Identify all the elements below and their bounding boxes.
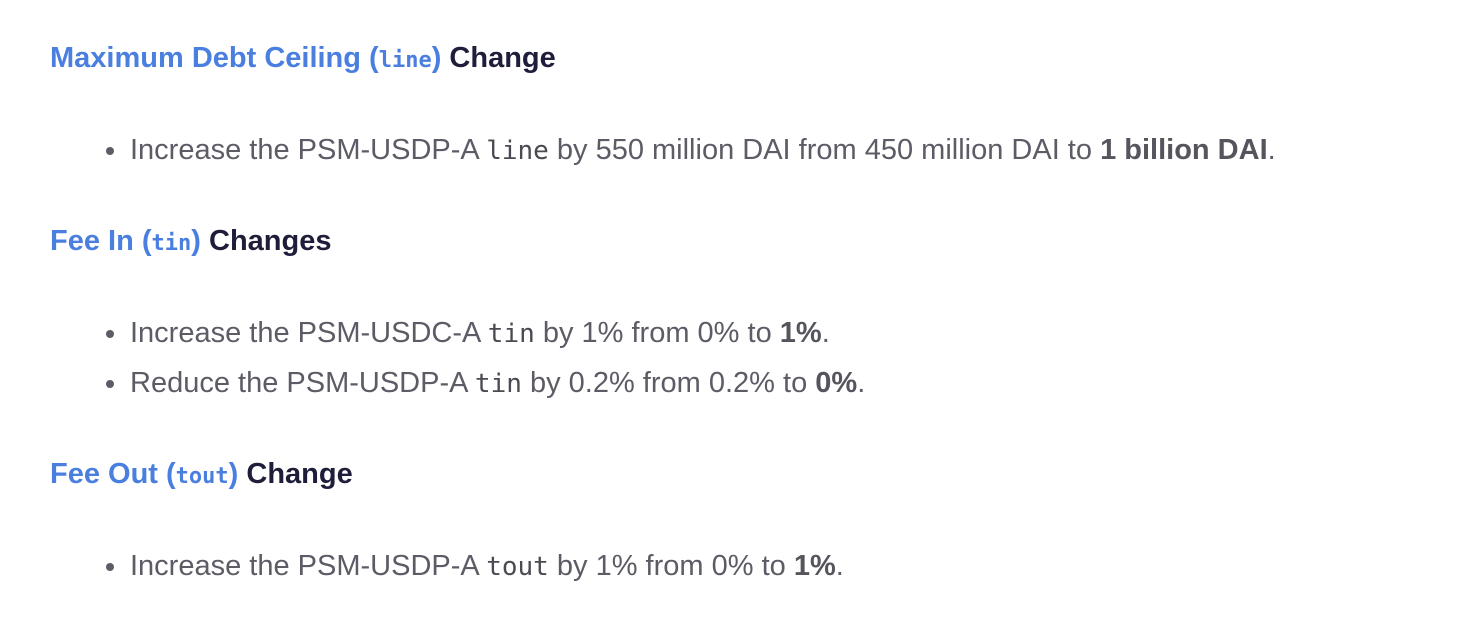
bullet-item: Increase the PSM-USDP-A tout by 1% from … [106,548,844,585]
bullet-item: Reduce the PSM-USDP-A tin by 0.2% from 0… [105,365,866,402]
item-text: by 0.2% from 0.2% to [529,367,808,399]
heading-code: line [378,48,432,73]
item-bold: 1% [793,550,836,582]
item-text: by 1% from 0% to [542,317,772,349]
item-code: line [486,136,549,166]
item-bold: 0% [815,367,858,399]
item-code: tin [487,319,535,349]
heading-link-text: Fee In ( [50,225,152,257]
heading-link: Maximum Debt Ceiling (line) [50,42,441,74]
heading-text: Change [449,42,556,74]
section-heading: Maximum Debt Ceiling (line) Change [50,40,556,79]
item-code: tout [486,552,549,582]
item-text: Increase the PSM-USDP-A [130,134,479,166]
item-text: by 550 million DAI from 450 million DAI … [556,134,1092,166]
item-end: . [1267,134,1276,166]
heading-link-close: ) [228,458,239,490]
heading-link-close: ) [191,225,201,257]
heading-link: Fee In (tin) [50,225,201,257]
heading-link-close: ) [431,42,442,74]
section-heading: Fee In (tin) Changes [50,223,331,262]
heading-text: Change [246,458,353,490]
heading-text: Changes [209,225,332,257]
item-text: Increase the PSM-USDP-A [130,550,479,582]
heading-code: tin [151,231,192,256]
heading-link: Fee Out (tout) [50,458,238,490]
item-end: . [857,367,866,399]
item-end: . [835,550,844,582]
item-text: by 1% from 0% to [556,550,786,582]
item-bold: 1% [779,317,822,349]
item-end: . [821,317,830,349]
heading-link-text: Fee Out ( [50,458,176,490]
heading-code: tout [175,464,229,489]
bullet-item: Increase the PSM-USDC-A tin by 1% from 0… [106,315,830,352]
item-text: Increase the PSM-USDC-A [130,317,480,349]
item-text: Reduce the PSM-USDP-A [130,367,467,399]
section-heading: Fee Out (tout) Change [50,456,353,495]
heading-link-text: Maximum Debt Ceiling ( [50,42,379,74]
item-code: tin [474,369,522,399]
bullet-item: Increase the PSM-USDP-A line by 550 mill… [106,132,1276,169]
item-bold: 1 billion DAI [1100,134,1268,166]
